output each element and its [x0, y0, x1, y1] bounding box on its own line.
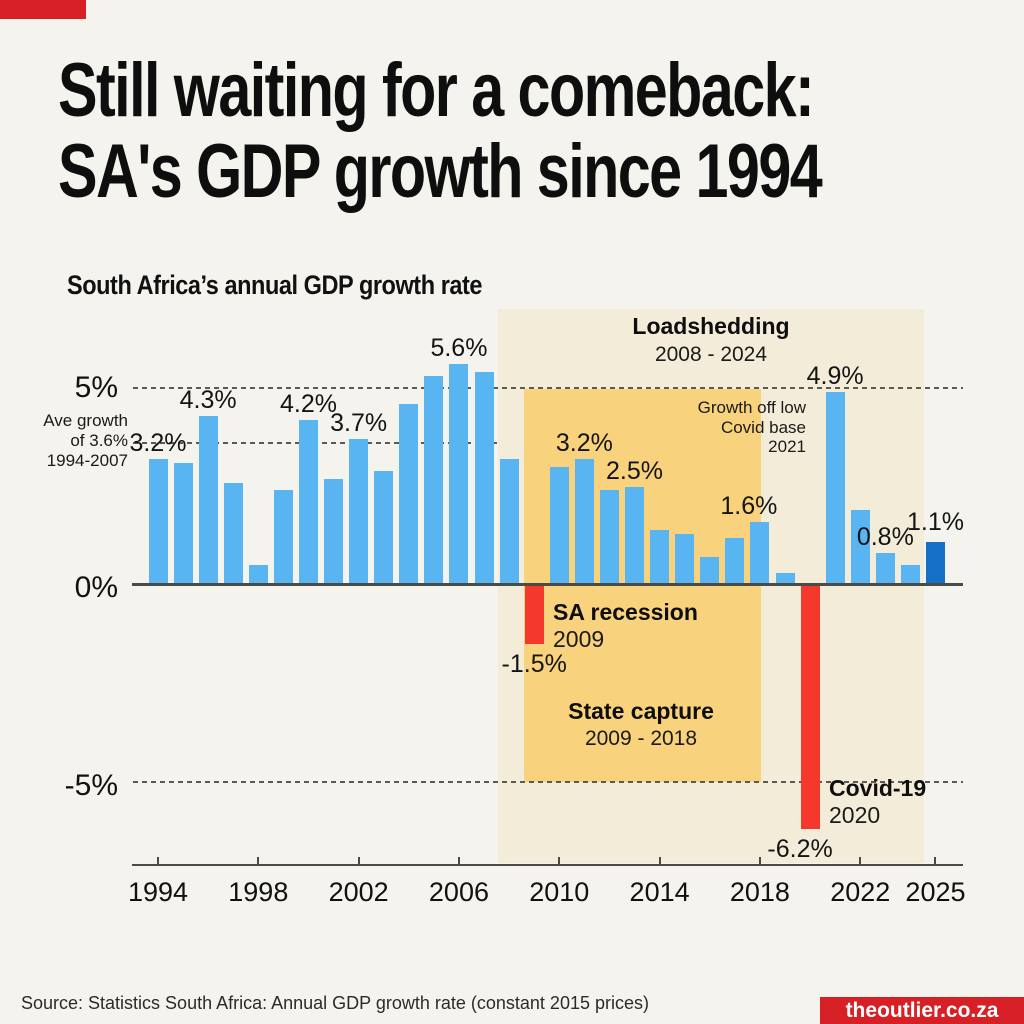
bar-value-label-2021: 4.9% [806, 361, 864, 390]
bar-1994 [148, 458, 168, 585]
x-tick-1994 [157, 857, 159, 865]
bar-value-label-2006: 5.6% [430, 334, 488, 363]
y-axis-label--5pct: -5% [64, 769, 118, 802]
page-title: Still waiting for a comeback: SA's GDP g… [58, 50, 994, 212]
bar-2007 [474, 372, 494, 585]
bar-2004 [399, 403, 419, 585]
bar-2014 [650, 529, 670, 585]
x-tick-2002 [357, 857, 360, 865]
x-axis-label-2002: 2002 [328, 877, 389, 907]
bar-2022 [850, 510, 870, 585]
avg-growth-note-line2: of 3.6% [70, 431, 128, 450]
x-tick-2022 [859, 857, 862, 865]
x-axis-label-2022: 2022 [830, 877, 891, 907]
bar-value-label-2023: 0.8% [856, 523, 914, 552]
state-capture-period: 2009 - 2018 [584, 727, 698, 750]
bar-2023 [875, 553, 895, 585]
bar-2020 [800, 585, 820, 830]
covid-title: Covid-19 [829, 775, 927, 801]
bar-2002 [349, 439, 369, 585]
bar-value-label-1994: 3.2% [129, 428, 187, 457]
y-axis-label-5pct: 5% [74, 371, 118, 404]
bar-2006 [449, 364, 469, 585]
gridline--5pct [133, 781, 963, 783]
covid-base-note-line2: Covid base [720, 417, 806, 437]
gridline-5pct [133, 387, 963, 389]
x-tick-2014 [658, 857, 661, 865]
x-axis-label-1998: 1998 [228, 877, 289, 907]
x-axis-line [132, 864, 963, 866]
bar-2011 [574, 458, 594, 585]
brand-badge: theoutlier.co.za [820, 997, 1024, 1024]
bar-2000 [298, 419, 318, 585]
bar-value-label-1996: 4.3% [179, 385, 237, 414]
bar-value-label-2009: -1.5% [501, 650, 567, 679]
x-tick-2018 [758, 857, 761, 865]
bar-2018 [750, 521, 770, 585]
loadshedding-period: 2008 - 2024 [654, 343, 768, 366]
avg-growth-note-line3: 1994-2007 [46, 451, 128, 470]
sa-recession-title: SA recession [553, 599, 698, 625]
bar-2013 [625, 486, 645, 585]
bar-2003 [374, 470, 394, 585]
x-tick-2025 [934, 857, 937, 865]
bar-2019 [775, 573, 795, 585]
bar-2009 [524, 585, 544, 645]
bar-1999 [273, 490, 293, 585]
bar-value-label-2013: 2.5% [606, 456, 663, 485]
covid-base-note-line1: Growth off low [697, 398, 806, 417]
bar-2024 [900, 565, 920, 585]
bar-2025 [925, 541, 945, 585]
bar-2021 [825, 391, 845, 585]
x-axis-label-2006: 2006 [428, 877, 489, 907]
bar-2010 [549, 466, 569, 585]
bar-1998 [248, 565, 268, 585]
x-axis-label-2010: 2010 [529, 877, 590, 907]
page-title-line2: SA's GDP growth since 1994 [58, 129, 823, 214]
x-axis-label-2025: 2025 [905, 877, 966, 907]
avg-growth-note-line1: Ave growth [43, 411, 128, 430]
bar-2012 [599, 490, 619, 585]
bar-value-label-2000: 4.2% [279, 389, 337, 418]
bar-value-label-2002: 3.7% [330, 409, 388, 438]
x-axis-label-1994: 1994 [127, 877, 189, 907]
x-tick-2010 [558, 857, 561, 865]
bar-value-label-2018: 1.6% [720, 491, 778, 520]
bar-2016 [700, 557, 720, 585]
sa-recession-period: 2009 [553, 626, 605, 652]
bar-value-label-2020: -6.2% [767, 835, 833, 864]
covid-base-note-line3: 2021 [768, 437, 806, 456]
bar-1997 [223, 482, 243, 585]
bar-value-label-2011: 3.2% [555, 428, 613, 457]
source-note: Source: Statistics South Africa: Annual … [21, 993, 649, 1013]
bar-1995 [173, 462, 193, 585]
bar-value-label-2025: 1.1% [906, 507, 964, 536]
bar-2005 [424, 376, 444, 585]
loadshedding-title: Loadshedding [632, 313, 790, 339]
bar-2008 [499, 458, 519, 585]
brand-color-block [0, 0, 86, 19]
x-tick-1998 [257, 857, 260, 865]
chart-title: South Africa’s annual GDP growth rate [67, 270, 483, 300]
x-tick-2006 [457, 857, 460, 865]
covid-period: 2020 [829, 802, 881, 828]
page-title-line1: Still waiting for a comeback: [58, 48, 815, 133]
x-axis-label-2018: 2018 [729, 877, 790, 907]
y-axis-label-0pct: 0% [74, 571, 118, 604]
state-capture-title: State capture [568, 698, 714, 724]
zero-baseline [132, 583, 963, 586]
bar-2017 [725, 537, 745, 585]
x-axis-label-2014: 2014 [629, 877, 690, 907]
bar-1996 [198, 415, 218, 585]
bar-2001 [324, 478, 344, 585]
bar-2015 [675, 533, 695, 585]
